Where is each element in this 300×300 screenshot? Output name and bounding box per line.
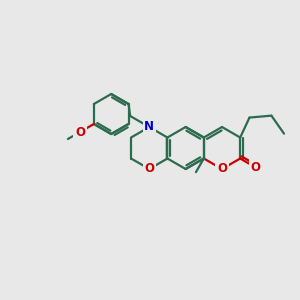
Text: O: O — [250, 161, 261, 174]
Text: O: O — [144, 163, 154, 176]
Text: O: O — [217, 163, 227, 176]
Text: O: O — [75, 125, 85, 139]
Text: N: N — [144, 121, 154, 134]
